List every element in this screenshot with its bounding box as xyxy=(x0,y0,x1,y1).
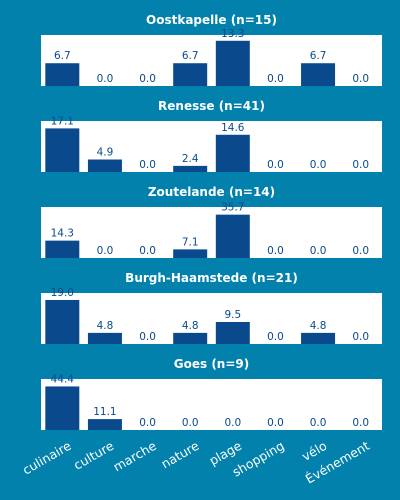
panel-title: Zoutelande (n=14) xyxy=(148,185,275,199)
bar-value-label: 6.7 xyxy=(310,50,327,62)
x-tick-label: nature xyxy=(159,438,202,472)
chart-panel: Renesse (n=41) 17.1 4.9 0.0 2.4 14.6 0.0 0.0 0.0 xyxy=(41,99,382,172)
bar-value-label: 0.0 xyxy=(352,417,369,429)
bar-value-label: 0.0 xyxy=(352,159,369,171)
bar-value-label: 0.0 xyxy=(224,417,241,429)
bar-value-label: 0.0 xyxy=(139,159,156,171)
bar-value-label: 0.0 xyxy=(267,331,284,343)
x-tick-label: culinaire xyxy=(20,438,74,478)
bar-value-label: 44.4 xyxy=(51,373,75,385)
bar xyxy=(215,321,250,344)
bar-value-label: 4.9 xyxy=(97,147,114,159)
bar-value-label: 0.0 xyxy=(352,73,369,85)
bar xyxy=(45,240,80,258)
panel-title: Renesse (n=41) xyxy=(158,99,265,113)
bar xyxy=(45,63,80,86)
bar-value-label: 0.0 xyxy=(310,245,327,257)
bar xyxy=(45,128,80,172)
bar xyxy=(87,332,122,344)
bar-value-label: 0.0 xyxy=(139,245,156,257)
bar xyxy=(215,214,250,258)
bar-value-label: 6.7 xyxy=(54,50,71,62)
bar-value-label: 0.0 xyxy=(267,245,284,257)
bar xyxy=(45,299,80,344)
bar-value-label: 4.8 xyxy=(310,320,327,332)
bar-value-label: 6.7 xyxy=(182,50,199,62)
bar-value-label: 4.8 xyxy=(182,320,199,332)
chart-panel: Zoutelande (n=14) 14.3 0.0 0.0 7.1 35.7 0.0 0.0… xyxy=(41,185,382,258)
bar xyxy=(173,332,208,344)
bar-value-label: 0.0 xyxy=(139,73,156,85)
bar-value-label: 0.0 xyxy=(352,331,369,343)
plot-area xyxy=(41,207,382,258)
bar-value-label: 0.0 xyxy=(97,245,114,257)
bar-value-label: 0.0 xyxy=(267,73,284,85)
bar-value-label: 0.0 xyxy=(310,159,327,171)
bar-value-label: 0.0 xyxy=(267,417,284,429)
panel-title: Oostkapelle (n=15) xyxy=(146,13,277,27)
bar-value-label: 0.0 xyxy=(267,159,284,171)
bar xyxy=(45,386,80,430)
bar-value-label: 7.1 xyxy=(182,236,199,248)
bar-value-label: 0.0 xyxy=(310,417,327,429)
bar xyxy=(301,63,336,86)
bar xyxy=(173,165,208,172)
panel-title: Goes (n=9) xyxy=(174,357,249,371)
bar xyxy=(301,332,336,344)
bar-value-label: 9.5 xyxy=(224,309,241,321)
bar-value-label: 14.3 xyxy=(51,228,74,240)
bar xyxy=(215,134,250,172)
bar-value-label: 13.3 xyxy=(221,28,244,40)
bar-value-label: 11.1 xyxy=(93,406,116,418)
bar-value-label: 0.0 xyxy=(139,331,156,343)
bar xyxy=(173,249,208,258)
bar xyxy=(87,159,122,172)
bar-value-label: 0.0 xyxy=(97,73,114,85)
bar xyxy=(87,419,122,430)
chart-panel: Oostkapelle (n=15) 6.7 0.0 0.0 6.7 13.3 0.0 6.7… xyxy=(41,13,382,86)
bar-value-label: 0.0 xyxy=(182,417,199,429)
bar-value-label: 14.6 xyxy=(221,122,245,134)
bar-value-label: 4.8 xyxy=(97,320,114,332)
bar-value-label: 0.0 xyxy=(352,245,369,257)
panel-title: Burgh-Haamstede (n=21) xyxy=(125,271,298,285)
chart-panel: Burgh-Haamstede (n=21) 19.0 4.8 0.0 4.8 9.5 0.… xyxy=(41,271,382,344)
chart-panel: Goes (n=9) 44.4 11.1 0.0 0.0 0.0 0.0 0.0 0.0 xyxy=(41,357,382,430)
bar xyxy=(173,63,208,86)
bar-value-label: 2.4 xyxy=(182,153,199,165)
x-tick-label: culture xyxy=(71,438,117,473)
bar-value-label: 0.0 xyxy=(139,417,156,429)
bar-value-label: 35.7 xyxy=(221,202,244,214)
bar-value-label: 19.0 xyxy=(51,287,74,299)
bar-value-label: 17.1 xyxy=(51,115,74,127)
bar xyxy=(215,40,250,86)
x-tick-label: marche xyxy=(110,438,159,475)
